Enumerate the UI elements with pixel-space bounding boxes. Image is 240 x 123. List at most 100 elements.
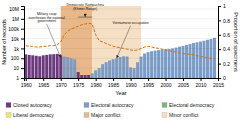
y2-axis-title: Proportion of specimens: [233, 12, 239, 72]
tick-mark: [21, 58, 24, 59]
bar: [77, 72, 80, 78]
tick: 2000: [161, 78, 172, 88]
tick: 10M: [9, 6, 24, 12]
tick: 10k: [11, 36, 24, 42]
legend-swatch: [6, 113, 11, 118]
tick-mark: [21, 9, 24, 10]
tick: 1k: [14, 46, 24, 52]
tick-label: 2015: [213, 82, 224, 88]
tick: 100: [11, 55, 24, 61]
tick-label: 0.2: [223, 61, 230, 67]
axis-domain: [25, 79, 219, 82]
tick: 1965: [38, 78, 49, 88]
bar: [161, 50, 164, 78]
bar: [63, 57, 66, 78]
bar: [94, 70, 97, 78]
tick: 1980: [91, 78, 102, 88]
bar: [112, 59, 115, 78]
tick: 1970: [56, 78, 67, 88]
legend-swatch: [162, 113, 167, 118]
grid-line: [24, 58, 218, 59]
tick-mark: [43, 78, 44, 81]
tick-label: 1985: [108, 82, 119, 88]
bar: [84, 75, 87, 78]
axis: 1101001k10k100k1M10M: [8, 6, 24, 81]
tick-mark: [21, 48, 24, 49]
bar: [108, 60, 111, 78]
tick-mark: [113, 78, 114, 81]
conflict-span: [61, 6, 92, 78]
tick: 1M: [12, 16, 24, 22]
bar: [91, 73, 94, 78]
tick-label: 10: [13, 65, 19, 71]
y-axis-title: Number of records: [1, 19, 7, 65]
tick-label: 1975: [73, 82, 84, 88]
tick: 100k: [8, 26, 24, 32]
tick: 0.4: [218, 46, 230, 52]
bar: [143, 54, 146, 78]
bar: [157, 50, 160, 78]
legend-item: Electoral autocracy: [84, 102, 134, 108]
legend-label: Major conflict: [91, 112, 121, 118]
tick-label: 1970: [56, 82, 67, 88]
bar: [66, 57, 69, 78]
legend-label: Minor conflict: [169, 112, 199, 118]
bar: [35, 56, 38, 78]
tick: 0.6: [218, 32, 230, 38]
x-axis-title: Year: [115, 90, 126, 96]
bar: [196, 42, 199, 78]
annotation: Vietnamese occupation: [112, 21, 148, 25]
legend-swatch: [162, 103, 167, 108]
annotation-arrow: [47, 24, 61, 58]
bar: [133, 68, 136, 78]
tick-label: 1: [223, 3, 226, 9]
tick-mark: [21, 39, 24, 40]
legend-item: Electoral democracy: [162, 102, 215, 108]
tick-mark: [148, 78, 149, 81]
tick-mark: [21, 29, 24, 30]
bar: [213, 38, 216, 78]
proportion-line: [26, 23, 215, 59]
bar: [49, 54, 52, 78]
grid: [24, 9, 218, 78]
legend-swatch: [84, 113, 89, 118]
legend: Closed autocracyElectoral autocracyElect…: [6, 102, 215, 118]
tick-label: 1960: [21, 82, 32, 88]
tick-label: 1980: [91, 82, 102, 88]
bar: [178, 47, 181, 78]
bar: [73, 59, 76, 78]
tick-mark: [166, 78, 167, 81]
tick: 0.8: [218, 18, 230, 24]
tick-mark: [218, 64, 221, 65]
tick-label: 1965: [38, 82, 49, 88]
bar: [122, 56, 125, 78]
tick: 0: [218, 75, 226, 81]
bar: [189, 44, 192, 78]
bar: [80, 75, 83, 78]
bar: [31, 55, 34, 78]
tick-mark: [96, 78, 97, 81]
tick-label: 0.8: [223, 18, 230, 24]
grid-line: [24, 78, 218, 79]
bar: [168, 49, 171, 78]
tick-label: 2010: [195, 82, 206, 88]
legend-label: Electoral democracy: [169, 102, 215, 108]
axis: 0 0.2 0.4 0.6 0.8 1: [218, 3, 230, 81]
legend-item: Major conflict: [84, 112, 121, 118]
tick-mark: [183, 78, 184, 81]
tick: 10: [13, 65, 24, 71]
grid-line: [24, 28, 218, 29]
annotation: Military coupoverthrows the nationalgove…: [29, 12, 65, 24]
bar: [101, 64, 104, 78]
bar: [140, 57, 143, 78]
annotations: Military coupoverthrows the nationalgove…: [29, 3, 149, 58]
bars: [24, 38, 216, 78]
bar: [185, 45, 188, 78]
tick: 1990: [126, 78, 137, 88]
legend-label: Liberal democracy: [13, 112, 54, 118]
tick-mark: [26, 78, 27, 81]
tick-label: 100: [11, 55, 20, 61]
annotation: Democratic Kampuchea(Khmer Rouge): [66, 3, 103, 11]
tick: 0.2: [218, 61, 230, 67]
tick-mark: [218, 49, 221, 50]
